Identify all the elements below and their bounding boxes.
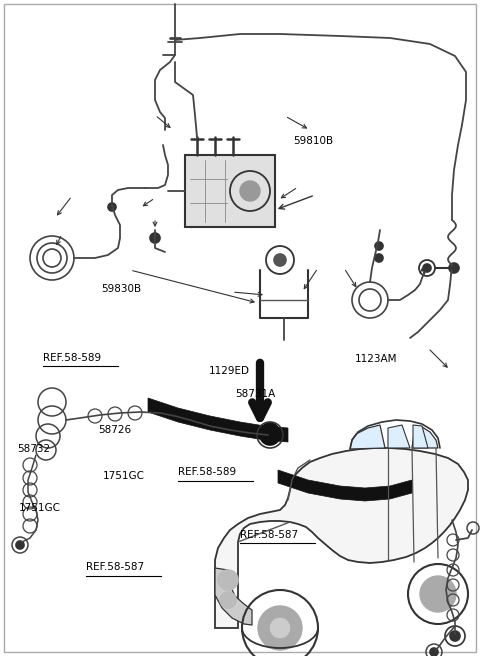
Text: 1123AM: 1123AM xyxy=(355,354,398,365)
Circle shape xyxy=(375,242,383,250)
Circle shape xyxy=(270,618,290,638)
Text: 58731A: 58731A xyxy=(235,388,276,399)
Text: 59830B: 59830B xyxy=(101,283,141,294)
Circle shape xyxy=(108,203,116,211)
Text: REF.58-587: REF.58-587 xyxy=(240,529,298,540)
Polygon shape xyxy=(215,568,252,625)
Circle shape xyxy=(220,592,236,608)
Circle shape xyxy=(260,425,280,445)
Text: 1751GC: 1751GC xyxy=(103,470,145,481)
Text: 1129ED: 1129ED xyxy=(209,365,250,376)
Circle shape xyxy=(450,631,460,641)
Polygon shape xyxy=(413,425,428,448)
Circle shape xyxy=(16,541,24,549)
Circle shape xyxy=(218,570,238,590)
Text: REF.58-589: REF.58-589 xyxy=(178,467,236,478)
Polygon shape xyxy=(350,425,385,449)
Text: 58732: 58732 xyxy=(17,444,50,455)
Text: 59810B: 59810B xyxy=(293,136,333,146)
Circle shape xyxy=(375,254,383,262)
Text: 1751GC: 1751GC xyxy=(19,503,61,514)
Circle shape xyxy=(423,264,431,272)
Circle shape xyxy=(258,606,302,650)
Polygon shape xyxy=(388,425,410,448)
Text: 58726: 58726 xyxy=(98,424,132,435)
Circle shape xyxy=(274,254,286,266)
Circle shape xyxy=(449,263,459,273)
Circle shape xyxy=(261,423,279,441)
Text: REF.58-589: REF.58-589 xyxy=(43,352,101,363)
Circle shape xyxy=(240,181,260,201)
Bar xyxy=(185,155,275,227)
Circle shape xyxy=(150,233,160,243)
Circle shape xyxy=(420,576,456,612)
Polygon shape xyxy=(278,470,412,501)
Circle shape xyxy=(430,648,438,656)
Polygon shape xyxy=(412,426,438,448)
Text: REF.58-587: REF.58-587 xyxy=(86,562,144,573)
Polygon shape xyxy=(215,448,468,628)
Polygon shape xyxy=(148,398,288,442)
